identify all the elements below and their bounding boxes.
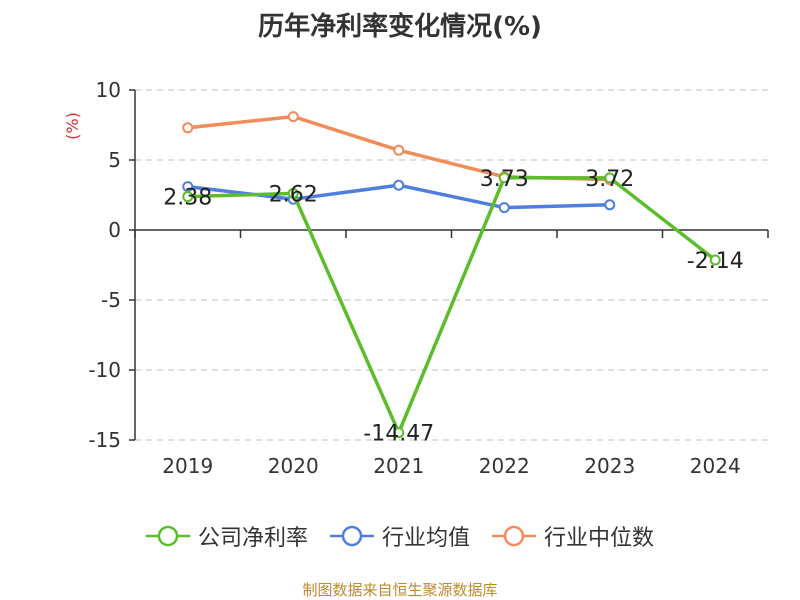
data-point <box>498 172 510 184</box>
data-point <box>604 172 616 184</box>
data-label: -14.47 <box>363 422 434 447</box>
data-label: 2.62 <box>269 182 318 207</box>
y-tick-label: 10 <box>96 78 121 102</box>
data-point <box>709 254 721 266</box>
legend-item-2[interactable]: 行业均值 <box>329 520 470 552</box>
series-1 <box>182 172 721 439</box>
source-note: 制图数据来自恒生聚源数据库 <box>302 581 498 599</box>
grid-lines <box>135 89 768 441</box>
y-tick-label: -10 <box>88 358 121 382</box>
x-tick-label: 2019 <box>162 454 213 478</box>
x-tick-label: 2023 <box>584 454 635 478</box>
series-3 <box>182 111 616 186</box>
data-point <box>393 179 405 191</box>
data-point <box>604 199 616 211</box>
axes: 10 5 0 -5 -10 -15 2019 2020 2021 2022 2023 2024 (%) <box>63 78 769 478</box>
x-tick-label: 2022 <box>479 454 530 478</box>
legend: 公司净利率 行业均值 行业中位数 <box>0 520 800 552</box>
y-axis-unit: (%) <box>63 112 82 140</box>
y-tick-label: 5 <box>108 148 121 172</box>
data-point <box>498 202 510 214</box>
series-lines <box>182 111 721 439</box>
x-tick-label: 2020 <box>268 454 319 478</box>
data-point <box>287 111 299 123</box>
data-label: 2.38 <box>163 186 212 211</box>
data-labels: 2.38 2.62 -14.47 3.73 3.72 -2.14 <box>163 167 743 447</box>
x-tick-label: 2021 <box>373 454 424 478</box>
y-tick-label: -15 <box>88 428 121 452</box>
legend-item-1[interactable]: 公司净利率 <box>145 520 308 552</box>
legend-marker-icon <box>329 525 374 547</box>
legend-label: 公司净利率 <box>197 526 308 551</box>
data-point <box>393 427 405 439</box>
data-point <box>182 191 194 203</box>
chart-title: 历年净利率变化情况(%) <box>258 12 542 42</box>
y-tick-label: -5 <box>101 288 121 312</box>
legend-item-3[interactable]: 行业中位数 <box>492 520 654 552</box>
x-tick-label: 2024 <box>690 454 741 478</box>
y-tick-label: 0 <box>108 218 121 242</box>
data-point <box>182 122 194 134</box>
legend-label: 行业中位数 <box>544 526 655 551</box>
data-label: -2.14 <box>687 249 744 274</box>
data-point <box>287 187 299 199</box>
data-point <box>182 181 194 193</box>
data-label: 3.72 <box>585 167 634 192</box>
legend-marker-icon <box>492 525 536 547</box>
legend-label: 行业均值 <box>381 526 470 551</box>
data-label: 3.73 <box>480 167 529 192</box>
data-point <box>393 144 405 156</box>
series-line <box>187 176 717 435</box>
legend-marker-icon <box>145 525 190 547</box>
